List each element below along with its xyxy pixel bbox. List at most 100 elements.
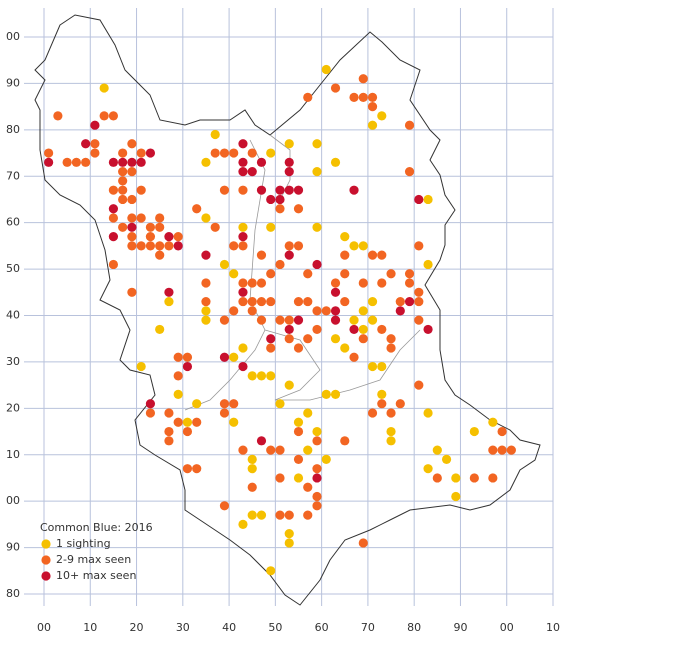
x-tick-label: 80 [407, 621, 421, 634]
record-dot [386, 269, 396, 279]
dots [44, 64, 516, 576]
record-dot [423, 408, 433, 418]
record-dot [321, 389, 331, 400]
record-dot [377, 111, 387, 121]
y-tick-label: 70 [6, 169, 20, 182]
record-dot [238, 296, 248, 307]
record-dot [330, 306, 341, 316]
record-dot [266, 296, 276, 307]
record-dot [404, 120, 415, 130]
record-dot [256, 315, 267, 325]
record-dot [432, 445, 442, 455]
record-dot [219, 408, 230, 418]
record-dot [395, 296, 405, 307]
record-dot [330, 157, 341, 167]
record-dot [395, 399, 405, 409]
record-dot [404, 296, 415, 307]
record-dot [441, 454, 452, 464]
record-dot [145, 231, 156, 242]
legend-label: 10+ max seen [56, 569, 136, 582]
record-dot [229, 417, 239, 427]
record-dot [395, 306, 405, 316]
record-dot [127, 139, 137, 149]
record-dot [377, 250, 387, 260]
record-dot [349, 185, 359, 195]
record-dot [164, 231, 174, 242]
record-dot [386, 343, 396, 353]
record-dot [173, 231, 183, 242]
record-dot [312, 436, 322, 446]
record-dot [293, 454, 304, 464]
record-dot [247, 167, 257, 177]
record-dot [414, 315, 424, 325]
record-dot [219, 148, 230, 158]
record-dot [256, 157, 267, 167]
record-dot [358, 74, 368, 84]
y-tick-label: 90 [6, 541, 20, 554]
record-dot [127, 287, 137, 297]
record-dot [303, 92, 313, 102]
record-dot [219, 315, 230, 325]
x-tick-label: 30 [176, 621, 190, 634]
record-dot [340, 343, 350, 353]
record-dot [238, 167, 248, 177]
record-dot [266, 371, 276, 381]
record-dot [293, 241, 304, 251]
record-dot [469, 473, 479, 483]
record-dot [256, 296, 267, 307]
record-dot [414, 380, 424, 390]
record-dot [108, 185, 119, 195]
record-dot [229, 148, 239, 158]
record-dot [303, 269, 313, 279]
record-dot [81, 139, 91, 149]
record-dot [118, 167, 128, 177]
record-dot [275, 473, 285, 483]
record-dot [145, 241, 156, 251]
record-dot [155, 241, 165, 251]
record-dot [367, 408, 378, 418]
y-tick-label: 50 [6, 262, 20, 275]
record-dot [164, 296, 174, 307]
record-dot [71, 157, 81, 167]
record-dot [293, 417, 304, 427]
record-dot [293, 315, 304, 325]
record-dot [312, 491, 322, 502]
record-dot [423, 324, 433, 335]
record-dot [293, 296, 304, 307]
record-dot [182, 426, 193, 437]
record-dot [136, 148, 146, 158]
record-dot [303, 445, 313, 455]
record-dot [173, 371, 183, 381]
record-dot [284, 510, 294, 520]
record-dot [238, 231, 248, 242]
record-dot [192, 464, 202, 474]
record-dot [136, 241, 146, 251]
record-dot [127, 222, 137, 232]
record-dot [404, 269, 415, 279]
legend: Common Blue: 2016 1 sighting 2-9 max seen… [40, 521, 153, 582]
record-dot [229, 269, 239, 279]
record-dot [488, 473, 498, 483]
record-dot [386, 334, 396, 344]
record-dot [414, 287, 424, 297]
record-dot [108, 204, 119, 214]
record-dot [303, 408, 313, 418]
record-dot [312, 167, 322, 177]
record-dot [136, 213, 146, 223]
record-dot [164, 287, 174, 297]
record-dot [312, 306, 322, 316]
record-dot [118, 185, 128, 195]
record-dot [377, 399, 387, 409]
record-dot [127, 241, 137, 251]
record-dot [229, 241, 239, 251]
record-dot [349, 352, 359, 362]
record-dot [303, 334, 313, 344]
record-dot [201, 250, 211, 260]
record-dot [247, 296, 257, 307]
record-dot [284, 315, 294, 325]
record-dot [192, 399, 202, 409]
record-dot [284, 324, 294, 335]
grid [24, 8, 554, 606]
record-dot [238, 241, 248, 251]
record-dot [275, 445, 285, 455]
